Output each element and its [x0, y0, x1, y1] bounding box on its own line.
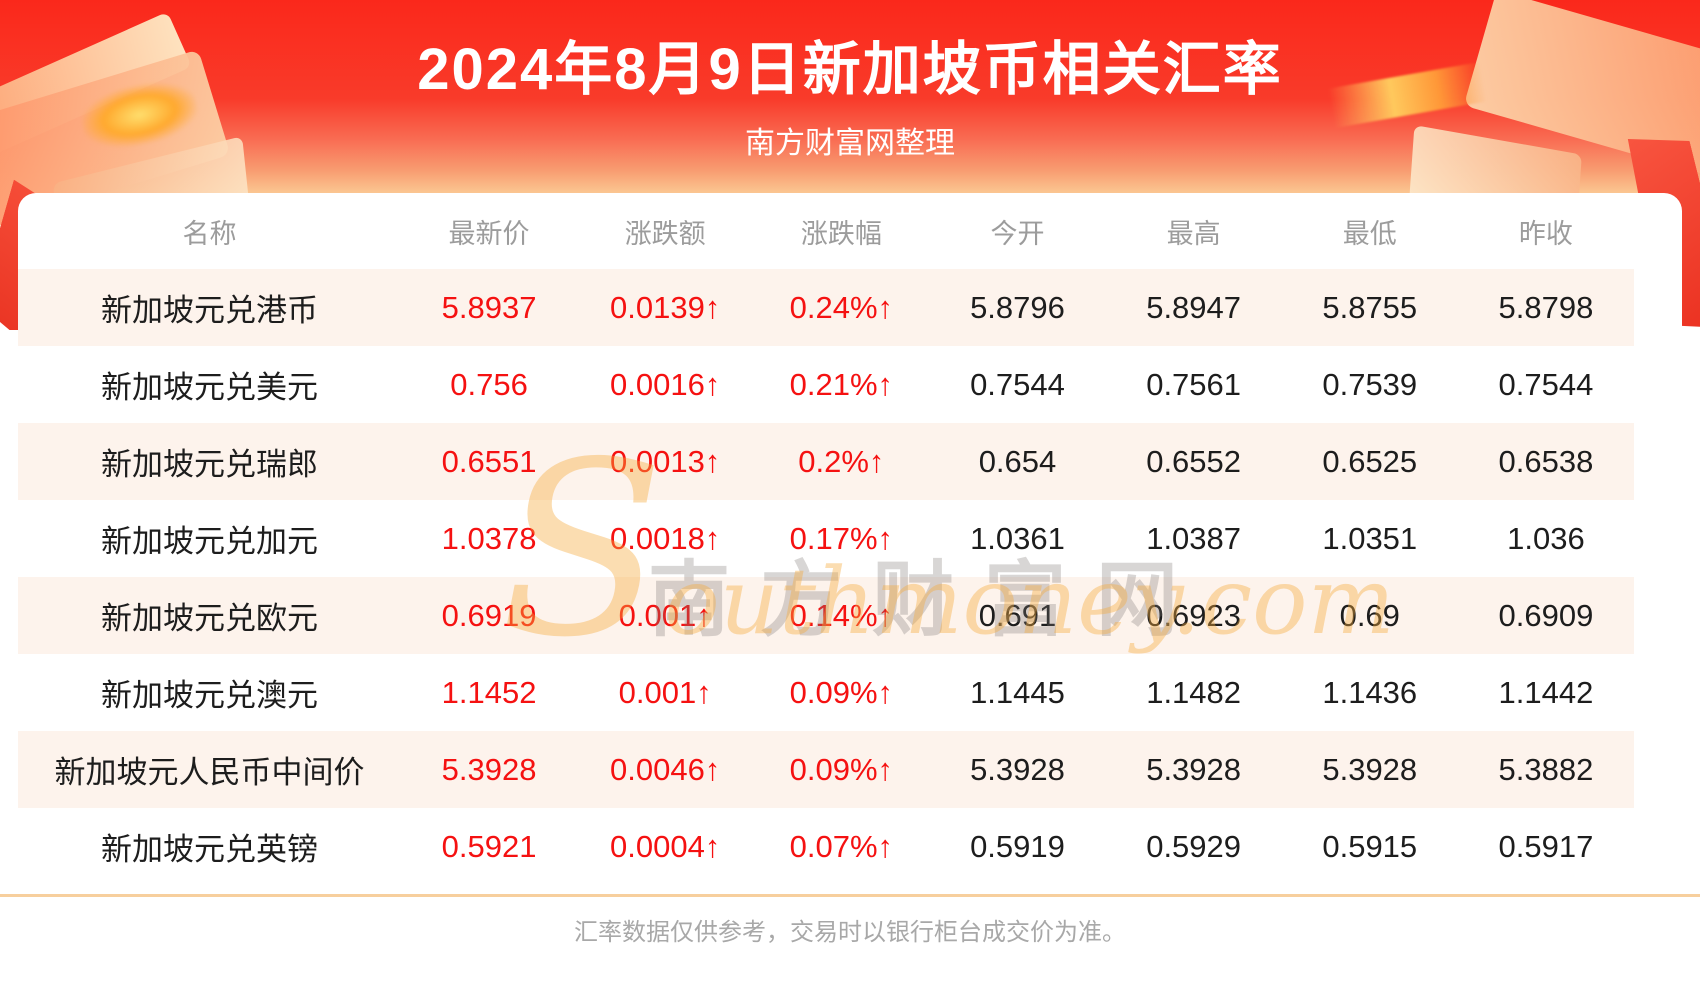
cell-latest: 5.8937 [400, 269, 578, 346]
cell-latest: 0.6551 [400, 423, 578, 500]
cell-change: 0.0013↑ [577, 423, 754, 500]
cell-change: 0.0018↑ [610, 520, 721, 556]
table-row: 新加坡元兑欧元 0.6919 0.001↑ 0.14%↑ 0.691 0.6923 0.69… [18, 577, 1634, 654]
cell-change_pct: 0.21%↑ [789, 366, 894, 402]
column-header-low: 最低 [1342, 218, 1397, 249]
table-row: 新加坡元人民币中间价 5.3928 0.0046↑ 0.09%↑ 5.3928 5.392… [18, 731, 1634, 808]
table-row: 新加坡元兑澳元 1.1452 0.001↑ 0.09%↑ 1.1445 1.1482 1.1… [18, 654, 1634, 731]
cell-low: 0.69 [1281, 577, 1458, 654]
cell-prev_close: 1.036 [1507, 520, 1585, 556]
column-header-change_pct: 涨跌幅 [800, 218, 882, 249]
table-row: 新加坡元兑加元 1.0378 0.0018↑ 0.17%↑ 1.0361 1.0387 1.… [18, 500, 1634, 577]
page-subtitle: 南方财富网整理 [745, 127, 955, 160]
cell-change_pct: 0.09%↑ [753, 731, 930, 808]
cell-change: 0.0004↑ [610, 828, 721, 864]
table-row: 新加坡元兑港币 5.8937 0.0139↑ 0.24%↑ 5.8796 5.8947 5.… [18, 269, 1634, 346]
cell-change_pct: 0.17%↑ [789, 520, 894, 556]
cell-latest: 5.3928 [400, 731, 578, 808]
cell-open: 0.691 [929, 577, 1106, 654]
cell-low: 5.3928 [1281, 731, 1458, 808]
footer-disclaimer: 汇率数据仅供参考，交易时以银行柜台成交价为准。 [574, 919, 1126, 946]
column-header-open: 今开 [990, 218, 1045, 249]
cell-name: 新加坡元兑美元 [100, 370, 318, 405]
cell-open: 5.3928 [929, 731, 1106, 808]
page-title: 2024年8月9日新加坡币相关汇率 [417, 37, 1283, 102]
cell-prev_close: 5.8798 [1457, 269, 1634, 346]
cell-change: 0.001↑ [618, 674, 712, 710]
cell-open: 0.654 [929, 423, 1106, 500]
cell-change_pct: 0.2%↑ [753, 423, 930, 500]
column-header-change: 涨跌额 [624, 218, 706, 249]
cell-low: 0.7539 [1322, 366, 1418, 402]
cell-change_pct: 0.24%↑ [753, 269, 930, 346]
cell-name: 新加坡元兑澳元 [100, 678, 318, 713]
cell-name: 新加坡元兑瑞郎 [18, 423, 401, 500]
cell-prev_close: 0.5917 [1498, 828, 1594, 864]
cell-latest: 1.1452 [441, 674, 537, 710]
cell-open: 0.5919 [970, 828, 1065, 864]
cell-change: 0.0139↑ [577, 269, 754, 346]
cell-low: 1.1436 [1322, 674, 1418, 710]
cell-high: 0.6552 [1105, 423, 1282, 500]
column-header-high: 最高 [1166, 218, 1221, 249]
cell-open: 5.8796 [929, 269, 1106, 346]
cell-latest: 0.5921 [441, 828, 537, 864]
cell-prev_close: 0.6538 [1457, 423, 1634, 500]
table-header-row: 名称 最新价 涨跌额 涨跌幅 今开 最高 最低 昨收 [18, 193, 1634, 269]
cell-high: 0.6923 [1105, 577, 1282, 654]
cell-name: 新加坡元兑加元 [100, 524, 318, 559]
cell-change_pct: 0.07%↑ [789, 828, 894, 864]
cell-change: 0.0046↑ [577, 731, 754, 808]
cell-low: 1.0351 [1322, 520, 1418, 556]
cell-change: 0.001↑ [577, 577, 754, 654]
cell-latest: 0.756 [450, 366, 528, 402]
rates-table: 名称 最新价 涨跌额 涨跌幅 今开 最高 最低 昨收 新加坡元兑港币 5.8937 0.0139↑… [18, 193, 1634, 885]
cell-high: 0.7561 [1146, 366, 1242, 402]
cell-open: 1.1445 [970, 674, 1065, 710]
cell-high: 5.3928 [1105, 731, 1282, 808]
cell-prev_close: 0.6909 [1457, 577, 1634, 654]
cell-prev_close: 0.7544 [1498, 366, 1594, 402]
cell-low: 0.6525 [1281, 423, 1458, 500]
table-row: 新加坡元兑美元 0.756 0.0016↑ 0.21%↑ 0.7544 0.7561 0.7… [18, 346, 1634, 423]
rates-card: 名称 最新价 涨跌额 涨跌幅 今开 最高 最低 昨收 新加坡元兑港币 5.8937 0.0139↑… [18, 193, 1682, 1000]
cell-name: 新加坡元兑英镑 [100, 832, 318, 867]
cell-high: 5.8947 [1105, 269, 1282, 346]
cell-name: 新加坡元兑欧元 [18, 577, 401, 654]
cell-prev_close: 1.1442 [1498, 674, 1594, 710]
column-header-name: 名称 [182, 218, 237, 249]
cell-name: 新加坡元兑港币 [18, 269, 401, 346]
cell-change_pct: 0.09%↑ [789, 674, 894, 710]
cell-high: 0.5929 [1146, 828, 1242, 864]
column-header-latest: 最新价 [448, 218, 530, 249]
cell-latest: 1.0378 [441, 520, 537, 556]
cell-open: 1.0361 [970, 520, 1065, 556]
cell-latest: 0.6919 [400, 577, 578, 654]
table-row: 新加坡元兑英镑 0.5921 0.0004↑ 0.07%↑ 0.5919 0.5929 0.… [18, 808, 1634, 885]
column-header-prev_close: 昨收 [1518, 218, 1573, 249]
cell-change: 0.0016↑ [610, 366, 721, 402]
cell-change_pct: 0.14%↑ [753, 577, 930, 654]
cell-open: 0.7544 [970, 366, 1065, 402]
cell-high: 1.0387 [1146, 520, 1242, 556]
cell-high: 1.1482 [1146, 674, 1242, 710]
cell-low: 0.5915 [1322, 828, 1418, 864]
footer-divider [0, 894, 1700, 897]
cell-name: 新加坡元人民币中间价 [18, 731, 401, 808]
cell-low: 5.8755 [1281, 269, 1458, 346]
table-row: 新加坡元兑瑞郎 0.6551 0.0013↑ 0.2%↑ 0.654 0.6552 0.65… [18, 423, 1634, 500]
cell-prev_close: 5.3882 [1457, 731, 1634, 808]
